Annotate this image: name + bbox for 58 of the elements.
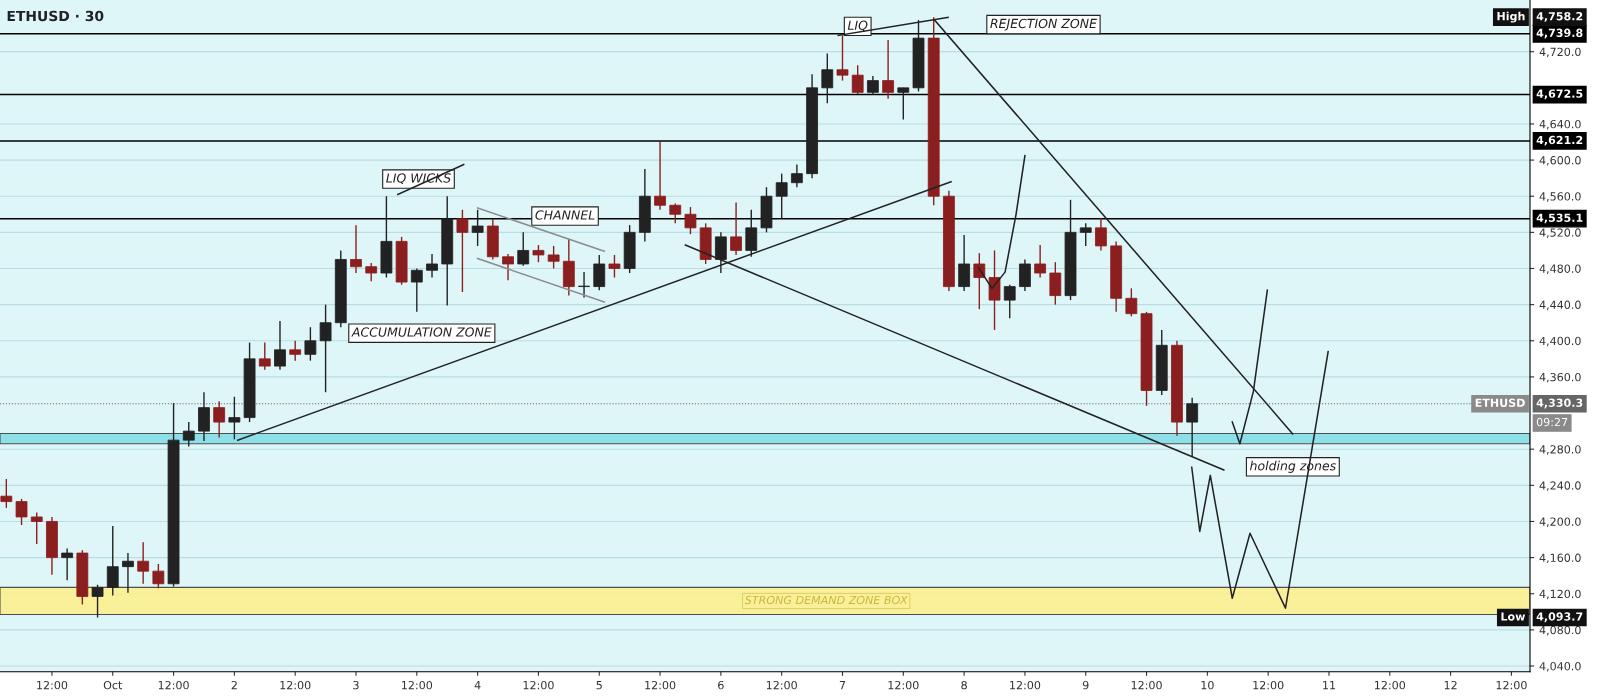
x-tick-label: 12:00	[888, 680, 919, 690]
text: 4,093.7	[1536, 612, 1583, 623]
text: 4,758.2	[1536, 11, 1583, 22]
y-tick-label: 4,640.0	[1539, 119, 1581, 130]
ref-line-label: 4,535.1	[1536, 213, 1583, 224]
x-tick-label: Oct	[103, 680, 123, 690]
text: ETHUSD · 30	[7, 10, 104, 22]
band-label: STRONG DEMAND ZONE BOX	[744, 595, 908, 605]
annotation: High	[1497, 11, 1525, 23]
x-tick-label: 12	[1444, 680, 1457, 690]
annotation: ETHUSD	[1475, 398, 1525, 407]
x-tick-label: 12:00	[1010, 680, 1041, 690]
x-tick-label: 11	[1323, 681, 1336, 690]
ref-line-label: 4,621.2	[1536, 135, 1583, 146]
y-tick-label: 4,160.0	[1539, 553, 1581, 564]
x-tick-label: 12:00	[1496, 680, 1527, 690]
x-tick-label: 5	[596, 681, 602, 690]
y-tick-label: 4,480.0	[1539, 264, 1581, 275]
y-tick-label: 4,400.0	[1539, 336, 1581, 347]
y-tick-label: 4,360.0	[1539, 372, 1581, 383]
y-tick-label: 4,240.0	[1539, 481, 1581, 491]
x-tick-label: 9	[1082, 680, 1089, 690]
annotation: CHANNEL	[535, 210, 595, 220]
x-tick-label: 12:00	[766, 680, 797, 690]
y-tick-label: 4,440.0	[1539, 300, 1581, 311]
y-tick-label: 4,040.0	[1539, 661, 1581, 672]
x-tick-label: 12:00	[1131, 680, 1162, 690]
ref-line-label: 4,672.5	[1536, 89, 1583, 100]
x-tick-label: 12:00	[37, 680, 68, 690]
x-tick-label: 4	[474, 681, 481, 690]
annotation: LIQ	[847, 20, 868, 32]
x-tick-label: 3	[353, 680, 359, 690]
x-tick-label: 12:00	[645, 680, 676, 690]
y-tick-label: 4,080.0	[1539, 625, 1581, 636]
x-tick-label: 2	[231, 680, 237, 690]
text: 09:27	[1536, 417, 1568, 427]
y-tick-label: 4,520.0	[1539, 228, 1581, 238]
annotation: Low	[1501, 612, 1526, 621]
x-tick-label: 8	[961, 680, 967, 690]
annotation: ACCUMULATION ZONE	[351, 327, 492, 337]
x-tick-label: 12:00	[158, 680, 189, 690]
x-tick-label: 12:00	[1375, 680, 1406, 690]
x-tick-label: 7	[839, 681, 846, 690]
x-tick-label: 12:00	[523, 680, 554, 690]
x-tick-label: 6	[718, 680, 724, 690]
y-tick-label: 4,200.0	[1539, 517, 1581, 527]
x-tick-label: 12:00	[280, 680, 311, 690]
y-tick-label: 4,560.0	[1539, 192, 1581, 202]
y-tick-label: 4,720.0	[1539, 47, 1581, 58]
annotation: REJECTION ZONE	[990, 18, 1097, 31]
x-tick-label: 12:00	[402, 680, 433, 690]
y-tick-label: 4,600.0	[1539, 156, 1581, 166]
x-tick-label: 12:00	[1253, 680, 1284, 690]
x-tick-label: 10	[1201, 680, 1214, 690]
ref-line-label: 4,739.8	[1536, 28, 1583, 39]
ref-line-label: 4,330.3	[1536, 398, 1583, 409]
y-tick-label: 4,120.0	[1539, 589, 1581, 600]
y-tick-label: 4,280.0	[1539, 445, 1581, 455]
